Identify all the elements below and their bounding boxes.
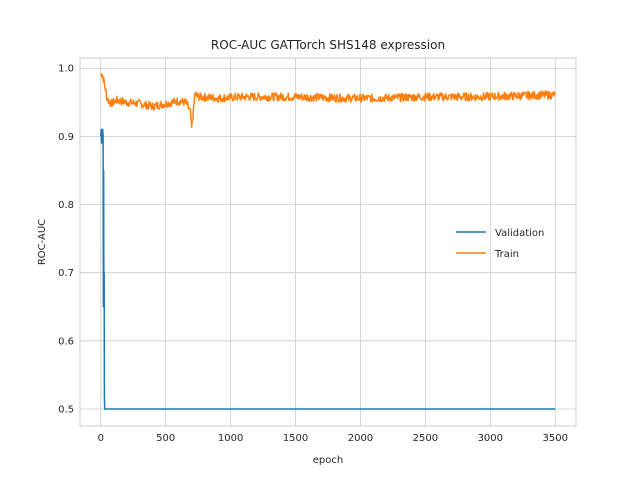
x-tick-label: 3500 [542,433,567,444]
x-tick-label: 500 [156,433,175,444]
x-tick-label: 3000 [478,433,503,444]
grid-layer [80,58,576,426]
legend-label-train: Train [494,249,519,260]
series-line-validation [100,128,556,410]
plot-frame [79,57,577,427]
x-tick-label: 2000 [348,433,373,444]
x-tick-label: 1500 [283,433,308,444]
y-tick-label: 0.9 [58,132,74,143]
y-tick-label: 0.8 [58,200,74,211]
y-tick-label: 1.0 [58,64,74,75]
x-axis-label: epoch [313,455,343,466]
y-tick-label: 0.7 [58,268,74,279]
chart-title: ROC-AUC GATTorch SHS148 expression [211,38,445,52]
legend-label-validation: Validation [495,228,544,239]
y-tick-label: 0.6 [58,336,74,347]
legend: Validation Train [456,228,544,260]
tick-layer: 0 500 1000 1500 2000 2500 3000 3500 0.5 0.6 0.7 0.8… [58,64,568,444]
y-tick-label: 0.5 [58,404,74,415]
y-axis-label: ROC-AUC [37,219,48,265]
x-tick-label: 1000 [218,433,243,444]
x-tick-label: 2500 [413,433,438,444]
series-layer [100,73,556,410]
series-line-train [100,73,556,128]
x-tick-label: 0 [98,433,104,444]
